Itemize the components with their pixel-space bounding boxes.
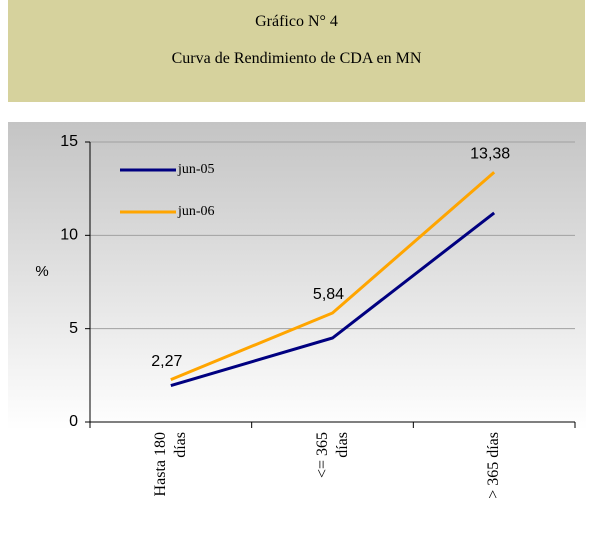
y-axis-label: % [35,263,48,280]
x-tick-label: <= 365 días [313,432,351,479]
page: Gráfico N° 4 Curva de Rendimiento de CDA… [8,0,586,533]
y-tick-label: 10 [60,227,78,244]
line [170,171,496,382]
x-tick-label: > 365 días [485,432,503,499]
line [170,211,496,388]
y-tick-label: 0 [69,413,78,430]
y-tick-label: 15 [60,133,78,150]
legend-label: jun-05 [177,162,215,177]
data-label: 13,38 [470,145,510,162]
chart-title: Gráfico N° 4 [255,13,338,30]
data-label: 2,27 [151,353,182,370]
chart-subtitle: Curva de Rendimiento de CDA en MN [171,50,422,67]
x-tick-label: Hasta 180 días [151,432,189,497]
y-tick-label: 5 [69,320,78,337]
data-label: 5,84 [313,286,344,303]
chart: % 0 5 10 15 jun-05 2,27 5,84 13,38 jun-06 [35,133,576,430]
legend-label: jun-06 [177,204,215,219]
header: Gráfico N° 4 Curva de Rendimiento de CDA… [8,0,585,102]
